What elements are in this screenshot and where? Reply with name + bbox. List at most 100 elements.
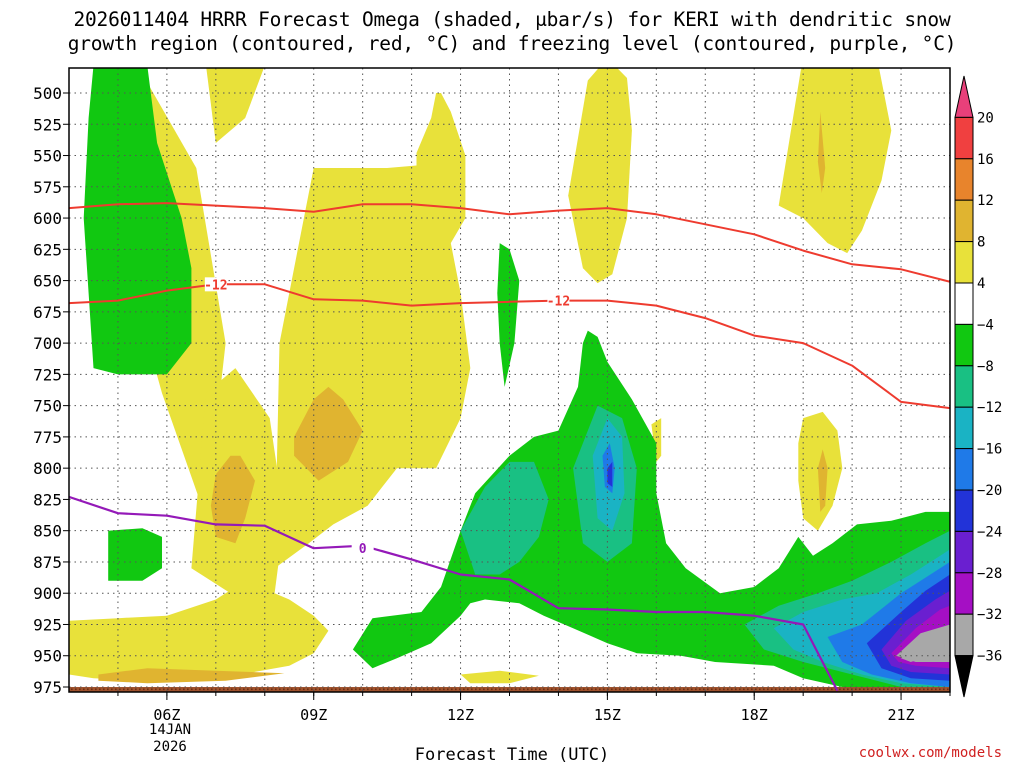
ground-dot bbox=[431, 688, 433, 691]
ground-dot bbox=[135, 688, 137, 691]
y-tick-label: 600 bbox=[33, 209, 62, 228]
omega-region bbox=[778, 68, 892, 254]
ground-dot bbox=[259, 688, 261, 691]
ground-dot bbox=[75, 688, 77, 691]
ground-dot bbox=[663, 688, 665, 691]
ground-dot bbox=[651, 688, 653, 691]
ground-dot bbox=[79, 688, 81, 691]
ground-dot bbox=[239, 688, 241, 691]
ground-dot bbox=[791, 688, 793, 691]
ground-dot bbox=[531, 688, 533, 691]
ground-dot bbox=[675, 688, 677, 691]
ground-dot bbox=[487, 688, 489, 691]
y-tick-label: 675 bbox=[33, 303, 62, 322]
ground-dot bbox=[335, 688, 337, 691]
ground-dot bbox=[439, 688, 441, 691]
ground-dot bbox=[163, 688, 165, 691]
credit-link[interactable]: coolwx.com/models bbox=[858, 745, 1002, 761]
omega-region bbox=[901, 633, 946, 662]
ground-dot bbox=[479, 688, 481, 691]
ground-dot bbox=[771, 688, 773, 691]
ground-dot bbox=[287, 688, 289, 691]
ground-dot bbox=[639, 688, 641, 691]
ground-dot bbox=[387, 688, 389, 691]
ground-dot bbox=[711, 688, 713, 691]
ground-dot bbox=[215, 688, 217, 691]
ground-dot bbox=[139, 688, 141, 691]
ground-dot bbox=[647, 688, 649, 691]
ground-dot bbox=[399, 688, 401, 691]
ground-dot bbox=[803, 688, 805, 691]
ground-dot bbox=[679, 688, 681, 691]
y-tick-label: 625 bbox=[33, 240, 62, 259]
ground-strip bbox=[69, 686, 950, 692]
freezing-level-line bbox=[69, 495, 839, 692]
omega-region bbox=[460, 670, 539, 684]
ground-dot bbox=[943, 688, 945, 691]
ground-dot bbox=[171, 688, 173, 691]
ground-dot bbox=[747, 688, 749, 691]
colorbar-swatch bbox=[954, 406, 974, 450]
ground-dot bbox=[891, 688, 893, 691]
ground-dot bbox=[315, 688, 317, 691]
colorbar-swatch bbox=[954, 241, 974, 284]
ground-dot bbox=[695, 688, 697, 691]
y-tick-label: 975 bbox=[33, 678, 62, 697]
ground-dot bbox=[843, 688, 845, 691]
ground-dot bbox=[807, 688, 809, 691]
ground-dot bbox=[327, 688, 329, 691]
colorbar-label: −8 bbox=[977, 359, 994, 375]
y-tick-label: 750 bbox=[33, 397, 62, 416]
ground-dot bbox=[503, 688, 505, 691]
y-tick-label: 700 bbox=[33, 334, 62, 353]
colorbar-label: −20 bbox=[977, 483, 1002, 499]
ground-dot bbox=[599, 688, 601, 691]
ground-dot bbox=[935, 688, 937, 691]
ground-dot bbox=[183, 688, 185, 691]
colorbar-label: −28 bbox=[977, 566, 1002, 582]
ground-dot bbox=[515, 688, 517, 691]
ground-dot bbox=[167, 688, 169, 691]
ground-dot bbox=[707, 688, 709, 691]
ground-dot bbox=[415, 688, 417, 691]
omega-region bbox=[294, 386, 363, 481]
ground-dot bbox=[779, 688, 781, 691]
ground-dot bbox=[539, 688, 541, 691]
ground-dot bbox=[91, 688, 93, 691]
ground-dot bbox=[591, 688, 593, 691]
ground-dot bbox=[299, 688, 301, 691]
ground-dot bbox=[887, 688, 889, 691]
y-tick-label: 825 bbox=[33, 490, 62, 509]
ground-dot bbox=[715, 688, 717, 691]
ground-dot bbox=[551, 688, 553, 691]
ground-dot bbox=[263, 688, 265, 691]
ground-dot bbox=[723, 688, 725, 691]
omega-region bbox=[69, 580, 329, 681]
ground-dot bbox=[295, 688, 297, 691]
ground-dot bbox=[95, 688, 97, 691]
ground-dot bbox=[619, 688, 621, 691]
ground-dot bbox=[71, 688, 73, 691]
ground-dot bbox=[655, 688, 657, 691]
ground-dot bbox=[419, 688, 421, 691]
ground-dot bbox=[691, 688, 693, 691]
x-axis-label: Forecast Time (UTC) bbox=[414, 745, 610, 765]
ground-dot bbox=[847, 688, 849, 691]
ground-dot bbox=[343, 688, 345, 691]
date-label: 14JAN 2026 bbox=[135, 722, 205, 756]
ground-dot bbox=[427, 688, 429, 691]
dgz-contour-label-group: -12 bbox=[204, 277, 228, 293]
ground-dot bbox=[735, 688, 737, 691]
ground-dot bbox=[491, 688, 493, 691]
ground-dot bbox=[567, 688, 569, 691]
ground-dot bbox=[191, 688, 193, 691]
colorbar-swatch bbox=[954, 158, 974, 201]
dgz-contour-label: -12 bbox=[547, 295, 570, 310]
colorbar-label: 16 bbox=[977, 152, 994, 168]
ground-dot bbox=[115, 688, 117, 691]
omega-region bbox=[83, 68, 192, 375]
ground-dot bbox=[883, 688, 885, 691]
colorbar-swatch bbox=[954, 323, 974, 367]
ground-dot bbox=[763, 688, 765, 691]
ground-dot bbox=[219, 688, 221, 691]
